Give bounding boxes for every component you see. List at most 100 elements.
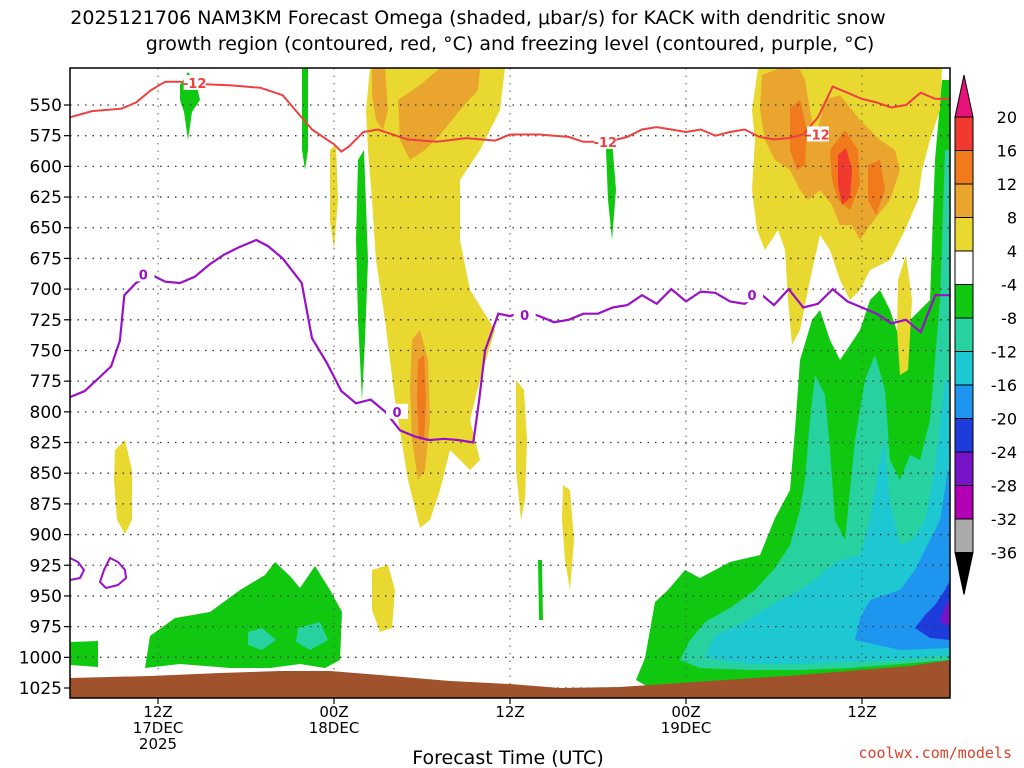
omega-region-neg20-right: [915, 580, 950, 640]
colorbar-bin: [954, 150, 974, 185]
omega-region-neg8-tuesday: [248, 622, 328, 650]
y-tick-label: 700: [30, 280, 62, 300]
omega-region-pos16-right: [838, 148, 852, 205]
colorbar-label: -32: [991, 510, 1017, 529]
omega-region-pos4-small-6: [897, 255, 912, 375]
terrain-surface: [70, 660, 950, 698]
contour-label: -12: [594, 136, 618, 151]
colorbar-label: 12: [997, 175, 1017, 194]
colorbar-bin: [954, 250, 974, 285]
y-tick-label: 650: [30, 219, 62, 239]
omega-region-pos8-center: [372, 68, 480, 160]
colorbar-label: 8: [1007, 209, 1017, 228]
colorbar-bin: [954, 284, 974, 319]
colorbar-bin: [954, 418, 974, 453]
x-tick-label: 00Z: [671, 703, 700, 721]
time-gridlines: [157, 68, 863, 698]
x-tick-label: 18DEC: [309, 719, 360, 737]
x-tick-label: 00Z: [319, 703, 348, 721]
colorbar-bottom-arrow: [954, 552, 974, 595]
omega-region-pos4-small-3: [516, 380, 527, 520]
colorbar-top-arrow: [954, 74, 974, 118]
omega-streak-5: [538, 560, 543, 620]
y-tick-label: 975: [30, 618, 62, 638]
contour-label-bg: [386, 403, 409, 419]
colorbar-label: -24: [991, 443, 1017, 462]
x-tick-label: 12Z: [495, 703, 524, 721]
colorbar-bin: [954, 317, 974, 352]
colorbar-bin: [954, 518, 974, 553]
colorbar-bin: [954, 217, 974, 252]
y-tick-label: 675: [30, 249, 62, 269]
y-tick-label: 600: [30, 157, 62, 177]
chart-title-line1: 2025121706 NAM3KM Forecast Omega (shaded…: [70, 7, 885, 29]
colorbar-label: 4: [1007, 242, 1017, 261]
contour-label-bg: [513, 306, 536, 322]
colorbar: 20 16 12 8 4 -4 -8 -12 -16 -20 -24 -28 -32 -36: [954, 74, 1017, 595]
x-tick-label: 2025: [139, 735, 177, 753]
colorbar-bin: [954, 116, 974, 151]
plot-area: -12 -12 -12 0 0 0 0: [70, 68, 950, 698]
colorbar-label: -8: [1001, 309, 1017, 328]
contour-label: 0: [393, 406, 402, 421]
omega-region-pos4-small-5: [372, 565, 395, 632]
contour-label: 0: [747, 289, 756, 304]
dgz-minus12-contour: [70, 80, 950, 153]
colorbar-bin: [954, 451, 974, 486]
colorbar-label: 16: [997, 142, 1017, 161]
contour-label-bg: [594, 133, 617, 149]
credit-text: coolwx.com/models: [858, 744, 1012, 762]
colorbar-label: -12: [991, 343, 1017, 362]
freezing-level-loop-2: [98, 556, 128, 590]
contour-label-bg: [132, 266, 155, 282]
y-tick-label: 800: [30, 403, 62, 423]
contour-label-bg: [807, 126, 829, 142]
y-tick-label: 1000: [19, 648, 62, 668]
x-tick-label: 12Z: [143, 703, 172, 721]
freezing-level-contour: [70, 238, 950, 444]
colorbar-bin: [954, 485, 974, 520]
y-tick-label: 575: [30, 127, 62, 147]
y-tick-label: 625: [30, 188, 62, 208]
chart-title-line2: growth region (contoured, red, °C) and f…: [146, 33, 875, 55]
contour-label-bg: [741, 287, 763, 303]
y-axis: 550 575 600 625 650 675 700 725 750 775 800 825 850 8…: [19, 96, 70, 699]
y-tick-label: 850: [30, 464, 62, 484]
omega-region-neg24-right: [940, 600, 950, 625]
y-tick-label: 750: [30, 341, 62, 361]
contour-labels: -12 -12 -12 0 0 0 0: [132, 74, 830, 421]
y-tick-label: 550: [30, 96, 62, 116]
freezing-level-loop-1: [70, 557, 86, 581]
colorbar-label: -16: [991, 376, 1017, 395]
omega-region-neg4-tuesday: [145, 562, 342, 668]
omega-region-neg12-right: [705, 380, 950, 664]
colorbar-label: -28: [991, 477, 1017, 496]
contour-label-bg: [183, 74, 206, 90]
omega-region-neg4-left: [70, 641, 98, 667]
colorbar-label: 20: [997, 108, 1017, 127]
omega-region-pos4-small-4: [562, 485, 574, 590]
x-tick-label: 17DEC: [133, 719, 184, 737]
y-tick-label: 725: [30, 311, 62, 331]
omega-region-pos4-small-1: [114, 440, 132, 534]
contour-label: 0: [139, 268, 148, 283]
omega-region-neg16-right: [855, 470, 950, 650]
y-tick-label: 925: [30, 556, 62, 576]
contour-label: -12: [806, 128, 830, 143]
colorbar-label: -20: [991, 410, 1017, 429]
colorbar-bin: [954, 384, 974, 419]
x-tick-label: 12Z: [847, 703, 876, 721]
omega-streak-4: [606, 140, 616, 240]
colorbar-label: -4: [1001, 276, 1017, 295]
y-tick-label: 1025: [19, 679, 62, 699]
contour-label: 0: [520, 309, 529, 324]
omega-streak-3: [356, 150, 368, 400]
y-tick-label: 825: [30, 434, 62, 454]
omega-streak-2: [302, 68, 308, 170]
y-tick-label: 775: [30, 372, 62, 392]
omega-region-pos4-small-2: [330, 145, 338, 250]
x-axis-title: Forecast Time (UTC): [412, 747, 603, 768]
x-tick-label: 19DEC: [661, 719, 712, 737]
